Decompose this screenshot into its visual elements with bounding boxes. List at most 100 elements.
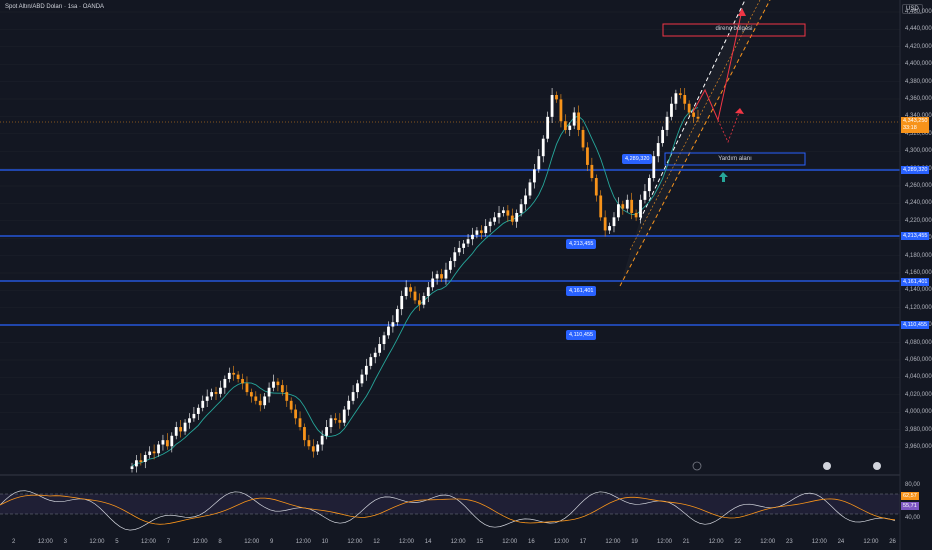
date-axis-label: 24 xyxy=(837,539,845,545)
date-axis-label: 15 xyxy=(476,539,484,545)
candle-body xyxy=(541,138,545,157)
candle-body xyxy=(258,400,262,406)
support-label: Yardım alanı xyxy=(718,156,752,162)
candle-body xyxy=(334,418,337,421)
date-axis-label: 10 xyxy=(321,539,329,545)
candle-body xyxy=(272,381,275,388)
price-axis-label: 4,320,000 xyxy=(905,130,932,137)
current-price-tag: 4,343,250 33:18 xyxy=(901,117,930,133)
candle-body xyxy=(161,440,165,445)
candle-body xyxy=(471,234,474,240)
candle-body xyxy=(325,427,328,436)
resistance-zone[interactable] xyxy=(662,23,806,37)
price-axis-label: 4,400,000 xyxy=(905,61,932,68)
date-axis-label: 21 xyxy=(682,539,690,545)
candle-body xyxy=(524,195,527,205)
date-axis-label: 23 xyxy=(786,539,793,545)
date-axis-label: 17 xyxy=(579,539,587,545)
candle-body xyxy=(232,372,236,375)
candle-body xyxy=(219,387,222,394)
candle-body xyxy=(188,418,191,423)
price-axis-label: 4,160,000 xyxy=(905,270,932,276)
level-box-4[interactable]: 4,110,455 xyxy=(566,330,597,340)
candle-body xyxy=(581,129,585,148)
candle-body xyxy=(409,287,412,292)
candle-body xyxy=(360,374,364,384)
candle-body xyxy=(617,204,620,218)
candle-body xyxy=(223,378,227,388)
price-axis-label: 4,120,000 xyxy=(905,304,932,311)
candle-body xyxy=(201,400,205,408)
candle-body xyxy=(484,226,488,234)
candle-body xyxy=(577,112,581,130)
lightning-icon[interactable] xyxy=(692,461,702,471)
chart-title[interactable]: Spot Altın/ABD Doları · 1sa · OANDA xyxy=(5,4,105,10)
candle-body xyxy=(519,204,523,213)
date-axis-label: 12:00 xyxy=(502,539,518,545)
flag-us-icon-2[interactable] xyxy=(873,462,881,470)
date-axis-label: 12:00 xyxy=(605,539,621,545)
date-axis-label: 12:00 xyxy=(244,539,260,545)
price-axis-label: 4,060,000 xyxy=(905,357,932,363)
candle-body xyxy=(183,422,187,432)
candle-body xyxy=(687,103,691,113)
candle-body xyxy=(670,103,673,117)
candle-body xyxy=(227,372,231,379)
candle-body xyxy=(395,309,399,323)
flag-us-icon[interactable] xyxy=(823,462,831,470)
candle-body xyxy=(413,291,417,301)
currency-button[interactable]: USD xyxy=(902,4,923,14)
rsi-value-a: 62,57 xyxy=(901,492,919,500)
candle-body xyxy=(683,95,687,104)
candle-body xyxy=(249,392,253,397)
level-tag-4: 4,110,455 xyxy=(901,321,930,329)
candle-body xyxy=(462,243,466,248)
level-box-2[interactable]: 4,213,455 xyxy=(566,239,597,249)
candle-body xyxy=(135,460,138,467)
arrow-up-teal-icon xyxy=(719,172,728,182)
candle-body xyxy=(488,221,492,227)
candle-body xyxy=(280,385,284,393)
candle-body xyxy=(586,147,589,165)
candle-body xyxy=(603,217,607,231)
candle-body xyxy=(475,230,479,235)
date-axis-label: 5 xyxy=(115,539,119,545)
candle-body xyxy=(143,455,147,462)
chart-grid xyxy=(0,11,900,448)
candle-body xyxy=(678,93,682,96)
date-axis-label: 26 xyxy=(889,539,896,545)
candle-body xyxy=(210,392,213,397)
candle-body xyxy=(612,217,616,227)
level-box-3[interactable]: 4,161,401 xyxy=(566,286,597,296)
support-zone[interactable] xyxy=(664,152,806,166)
candle-body xyxy=(179,427,183,432)
candle-body xyxy=(479,230,483,234)
candle-body xyxy=(546,116,550,139)
date-axis-label: 9 xyxy=(270,539,274,545)
date-axis-label: 14 xyxy=(424,539,432,545)
candle-body xyxy=(661,129,665,144)
date-axis-label: 12:00 xyxy=(657,539,673,545)
candle-body xyxy=(466,239,470,244)
level-box-1[interactable]: 4,289,320 xyxy=(622,154,653,164)
candle-body xyxy=(373,352,377,358)
candle-body xyxy=(515,212,519,222)
date-axis-label: 12:00 xyxy=(450,539,466,545)
candle-body xyxy=(665,116,669,130)
candle-body xyxy=(656,143,660,157)
candle-body xyxy=(647,178,651,192)
candle-body xyxy=(241,378,244,384)
candle-body xyxy=(148,451,152,456)
level-tag-3: 4,161,401 xyxy=(901,278,930,286)
candle-body xyxy=(400,295,404,310)
date-axis-label: 2 xyxy=(12,539,16,545)
candle-body xyxy=(236,374,240,379)
candle-body xyxy=(444,269,448,279)
candle-body xyxy=(152,451,156,454)
price-axis-label: 4,260,000 xyxy=(905,183,932,189)
candle-body xyxy=(625,199,629,209)
rsi-band xyxy=(0,494,900,514)
price-axis-label: 4,080,000 xyxy=(905,339,932,346)
candle-body xyxy=(692,112,695,117)
